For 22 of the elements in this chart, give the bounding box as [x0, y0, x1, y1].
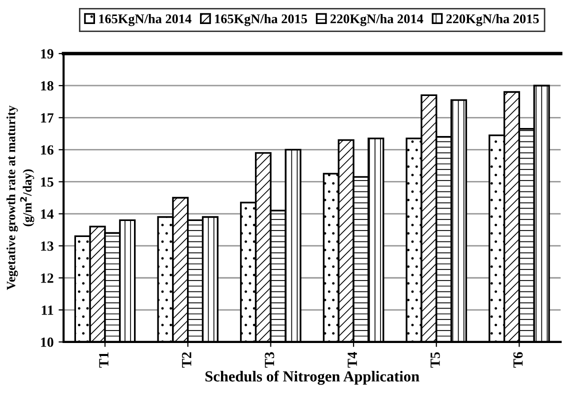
- legend-label: 165KgN/ha 2014: [99, 14, 192, 26]
- x-tick-label: T3: [264, 352, 274, 368]
- y-axis-title: Vegetative growth rate at maturity (g/m$^{2}$/day): [6, 106, 34, 290]
- legend-label: 220KgN/ha 2015: [446, 14, 539, 26]
- y-tick-label: 17: [41, 113, 54, 122]
- y-tick-label: 15: [41, 177, 54, 187]
- x-tick-label: T2: [182, 352, 192, 368]
- y-tick-label: 10: [41, 338, 54, 347]
- legend-label: 220KgN/ha 2014: [330, 14, 424, 26]
- y-tick-label: 19: [41, 49, 54, 59]
- legend-label: 165KgN/ha 2015: [215, 14, 308, 26]
- y-tick-label: 12: [41, 273, 54, 283]
- x-tick-label: T1: [99, 352, 108, 368]
- x-axis-title: Scheduls of Nitrogen Application: [205, 370, 420, 385]
- y-tick-label: 11: [42, 306, 54, 315]
- y-tick-label: 18: [41, 81, 54, 91]
- y-tick-label: 13: [41, 241, 54, 251]
- y-tick-label: 14: [41, 209, 54, 219]
- y-tick-label: 16: [41, 145, 54, 155]
- x-tick-label: T4: [348, 352, 357, 368]
- x-tick-label: T5: [430, 352, 440, 368]
- x-tick-label: T6: [513, 352, 523, 368]
